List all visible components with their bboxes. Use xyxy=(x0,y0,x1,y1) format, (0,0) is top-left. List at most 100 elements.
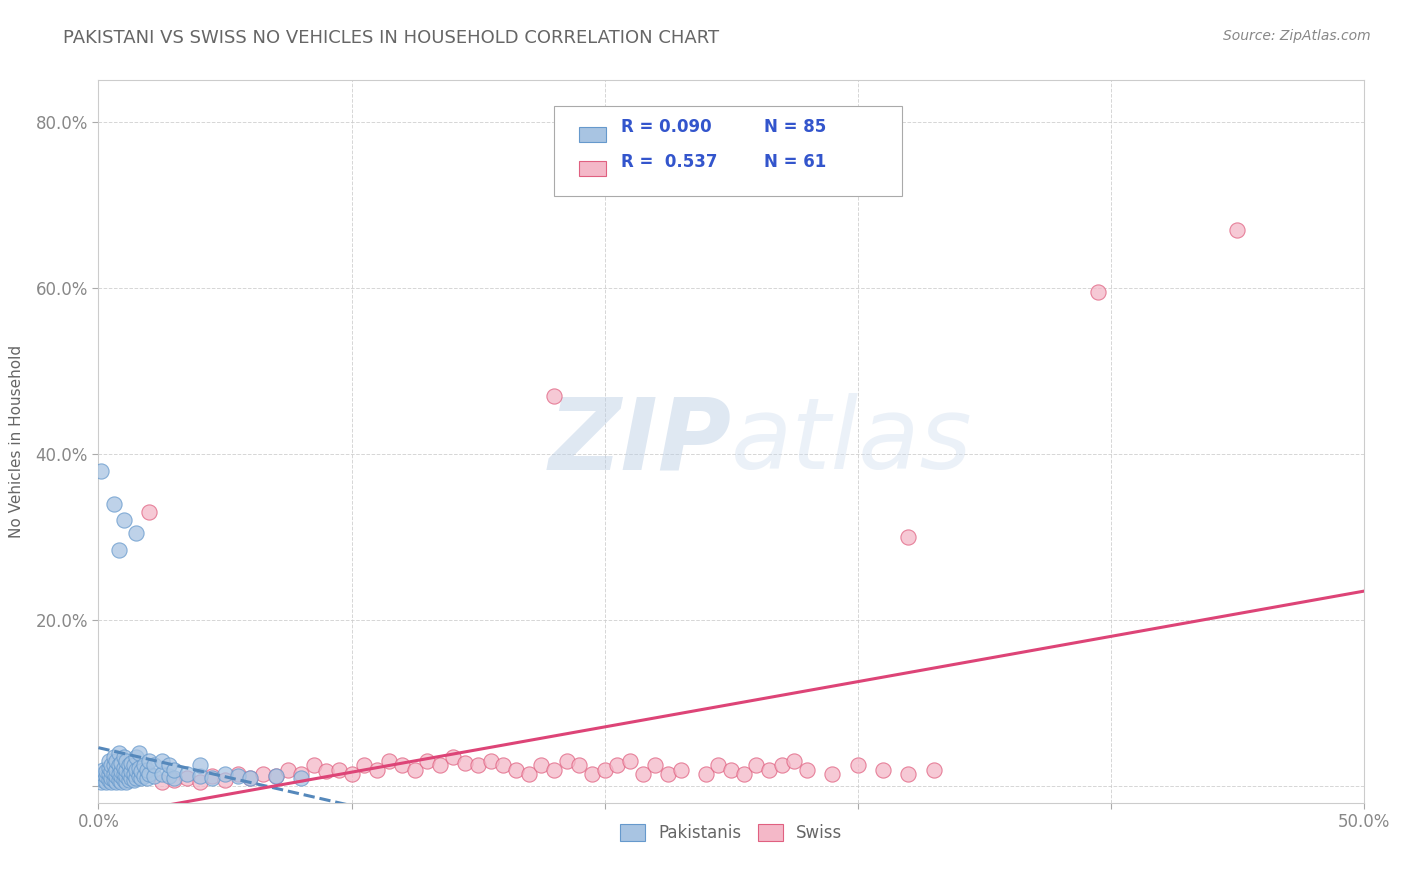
Point xyxy=(872,763,894,777)
Point xyxy=(143,769,166,783)
Point xyxy=(783,754,806,768)
Point xyxy=(90,771,112,785)
Point xyxy=(107,772,129,787)
Point xyxy=(188,758,211,772)
Point xyxy=(479,754,502,768)
Point xyxy=(122,766,145,780)
Point xyxy=(340,766,363,780)
Point xyxy=(112,513,135,527)
Point xyxy=(138,505,160,519)
Point xyxy=(138,766,160,780)
Point xyxy=(897,766,920,780)
Point xyxy=(821,766,844,780)
Point xyxy=(201,771,224,785)
Point xyxy=(103,750,125,764)
Point xyxy=(128,769,150,783)
Point xyxy=(226,769,249,783)
Point xyxy=(118,772,141,787)
Point xyxy=(122,772,145,787)
Point xyxy=(157,769,180,783)
Point xyxy=(115,754,138,768)
Point xyxy=(112,766,135,780)
Point xyxy=(695,766,717,780)
Point xyxy=(302,758,325,772)
Point xyxy=(110,769,132,783)
FancyBboxPatch shape xyxy=(579,127,606,142)
Point xyxy=(467,758,489,772)
Point xyxy=(707,758,730,772)
Point xyxy=(125,525,148,540)
Point xyxy=(353,758,375,772)
Point xyxy=(97,761,120,775)
Point xyxy=(201,769,224,783)
Point xyxy=(103,766,125,780)
Point xyxy=(543,389,565,403)
Point xyxy=(131,764,153,779)
Point xyxy=(290,766,312,780)
Point xyxy=(214,772,236,787)
Point xyxy=(770,758,793,772)
Point xyxy=(132,758,155,772)
Point xyxy=(188,769,211,783)
Point xyxy=(93,772,115,787)
Point xyxy=(93,766,115,780)
Text: N = 61: N = 61 xyxy=(763,153,827,171)
Point xyxy=(125,763,148,777)
Text: R = 0.090: R = 0.090 xyxy=(621,119,711,136)
Point xyxy=(163,772,186,787)
Point xyxy=(796,763,818,777)
Point xyxy=(492,758,515,772)
Point xyxy=(176,771,198,785)
Point xyxy=(105,754,128,768)
Point xyxy=(131,771,153,785)
Point xyxy=(366,763,388,777)
Point xyxy=(135,771,157,785)
Point xyxy=(94,775,117,789)
Point xyxy=(110,764,132,779)
Text: ZIP: ZIP xyxy=(548,393,731,490)
Point xyxy=(107,758,129,772)
Point xyxy=(100,764,122,779)
Point xyxy=(150,754,173,768)
Point xyxy=(391,758,413,772)
Point xyxy=(290,771,312,785)
Point xyxy=(454,756,477,770)
Point xyxy=(277,763,299,777)
Point xyxy=(593,763,616,777)
Point xyxy=(163,771,186,785)
Point xyxy=(118,766,141,780)
Point xyxy=(644,758,666,772)
Point xyxy=(112,772,135,787)
Point xyxy=(581,766,603,780)
Point xyxy=(105,769,128,783)
Point xyxy=(97,766,120,780)
Point xyxy=(132,769,155,783)
Point xyxy=(188,775,211,789)
Point xyxy=(543,763,565,777)
Point xyxy=(150,775,173,789)
Point xyxy=(163,763,186,777)
FancyBboxPatch shape xyxy=(554,105,903,196)
Text: Source: ZipAtlas.com: Source: ZipAtlas.com xyxy=(1223,29,1371,43)
Point xyxy=(143,758,166,772)
Point xyxy=(315,764,337,779)
Point xyxy=(115,763,138,777)
Point xyxy=(125,750,148,764)
Text: PAKISTANI VS SWISS NO VEHICLES IN HOUSEHOLD CORRELATION CHART: PAKISTANI VS SWISS NO VEHICLES IN HOUSEH… xyxy=(63,29,720,46)
Point xyxy=(128,746,150,760)
Point xyxy=(120,771,142,785)
Point xyxy=(214,766,236,780)
Point xyxy=(105,763,128,777)
Point xyxy=(1087,285,1109,299)
Point xyxy=(100,771,122,785)
Point xyxy=(115,775,138,789)
Point xyxy=(97,772,120,787)
Point xyxy=(107,746,129,760)
Point xyxy=(720,763,742,777)
Point xyxy=(93,763,115,777)
Point xyxy=(239,771,262,785)
Point xyxy=(120,764,142,779)
Point xyxy=(745,758,768,772)
Point xyxy=(252,766,274,780)
Point xyxy=(112,750,135,764)
